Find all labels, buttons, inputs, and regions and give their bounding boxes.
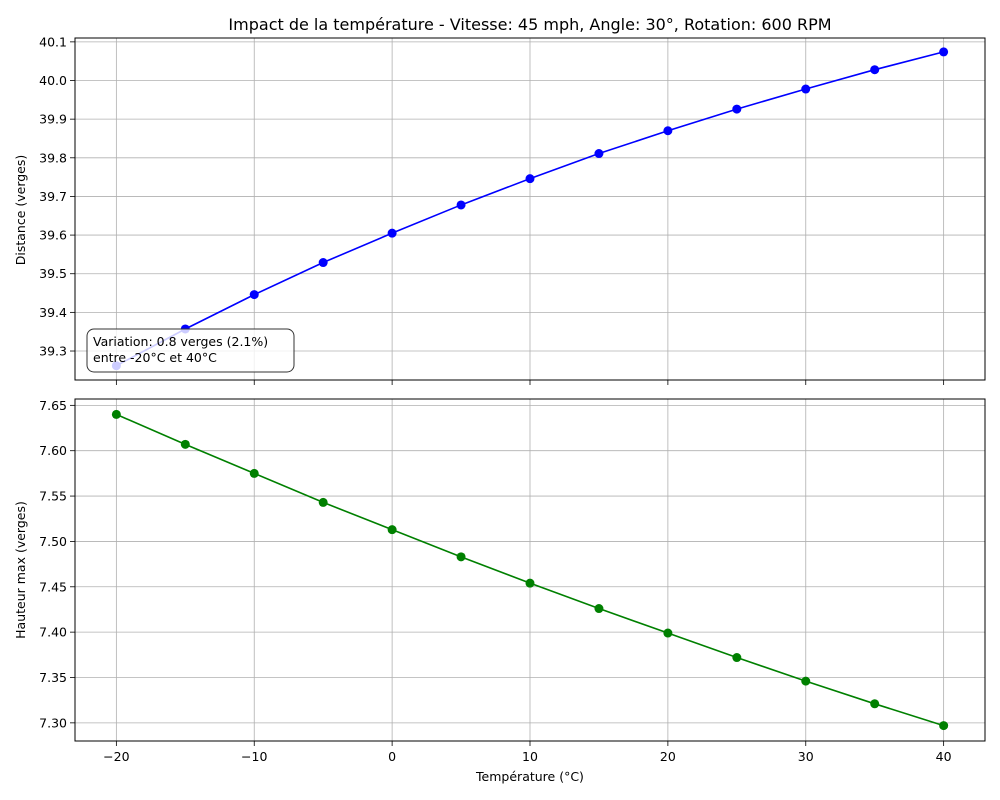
bottom-y-tick-label: 7.65	[39, 398, 67, 413]
bottom-y-tick-label: 7.30	[39, 715, 67, 730]
top-grid	[75, 38, 985, 380]
top-ticks: 39.3 39.4 39.5 39.6 39.7 39.8 39.9 40.0 40.1	[39, 34, 945, 385]
top-y-tick-label: 39.8	[39, 150, 67, 165]
bottom-data-point	[663, 628, 673, 638]
bottom-data-point	[111, 409, 121, 419]
bottom-data-point	[318, 497, 328, 507]
top-data-point	[939, 47, 949, 57]
bottom-data-point	[732, 653, 742, 663]
annotation-line-2: entre -20°C et 40°C	[93, 350, 217, 365]
x-tick-label: 40	[936, 749, 952, 764]
bottom-series	[111, 409, 949, 731]
chart-title: Impact de la température - Vitesse: 45 m…	[228, 15, 831, 34]
top-y-tick-label: 40.1	[39, 34, 67, 49]
bottom-data-point	[249, 468, 259, 478]
bottom-y-tick-label: 7.45	[39, 579, 67, 594]
bottom-y-axis-label: Hauteur max (verges)	[13, 501, 28, 639]
top-data-point	[456, 200, 466, 210]
bottom-axes-frame	[74, 398, 986, 742]
top-y-tick-label: 39.9	[39, 112, 67, 127]
top-y-tick-label: 39.6	[39, 228, 67, 243]
x-tick-label: 30	[798, 749, 814, 764]
bottom-ticks: −20 −10 0 10 20 30 40 7.30 7.35 7.40 7.45 7.50 7.55 7…	[39, 398, 951, 764]
bottom-y-tick-label: 7.60	[39, 443, 67, 458]
x-tick-label: 0	[388, 749, 396, 764]
top-y-axis-label: Distance (verges)	[13, 155, 28, 266]
bottom-data-point	[456, 552, 466, 562]
bottom-data-point	[870, 699, 880, 709]
bottom-subplot: −20 −10 0 10 20 30 40 7.30 7.35 7.40 7.45 7.50 7.55 7…	[13, 398, 986, 784]
bottom-data-point	[939, 721, 949, 731]
top-series	[111, 47, 949, 371]
top-y-tick-label: 39.4	[39, 305, 67, 320]
top-data-point	[387, 228, 397, 238]
top-data-point	[249, 290, 259, 300]
bottom-data-point	[801, 676, 811, 686]
bottom-data-point	[594, 604, 604, 614]
bottom-y-tick-label: 7.35	[39, 670, 67, 685]
top-subplot: 39.3 39.4 39.5 39.6 39.7 39.8 39.9 40.0 40.1 Var…	[13, 34, 986, 385]
annotation-box	[86, 328, 295, 373]
top-axes-frame	[74, 37, 986, 381]
top-data-point	[663, 126, 673, 136]
top-data-point	[525, 174, 535, 184]
bottom-data-point	[180, 439, 190, 449]
top-data-point	[801, 84, 811, 94]
bottom-y-tick-label: 7.50	[39, 534, 67, 549]
top-data-point	[318, 258, 328, 268]
top-y-tick-label: 39.7	[39, 189, 67, 204]
annotation-line-1: Variation: 0.8 verges (2.1%)	[93, 334, 268, 349]
top-y-tick-label: 39.3	[39, 344, 67, 359]
x-tick-label: 20	[660, 749, 676, 764]
bottom-data-point	[525, 578, 535, 588]
x-axis-label: Température (°C)	[475, 769, 584, 784]
top-data-point	[870, 65, 880, 75]
bottom-y-tick-label: 7.55	[39, 489, 67, 504]
x-tick-label: −10	[241, 749, 267, 764]
bottom-data-point	[387, 525, 397, 535]
bottom-y-tick-label: 7.40	[39, 625, 67, 640]
x-tick-label: −20	[103, 749, 129, 764]
x-tick-label: 10	[522, 749, 538, 764]
top-y-tick-label: 40.0	[39, 73, 67, 88]
variation-annotation: Variation: 0.8 verges (2.1%) entre -20°C…	[86, 328, 295, 373]
top-data-point	[732, 104, 742, 114]
bottom-grid	[75, 399, 985, 741]
top-data-point	[594, 149, 604, 159]
top-y-tick-label: 39.5	[39, 266, 67, 281]
